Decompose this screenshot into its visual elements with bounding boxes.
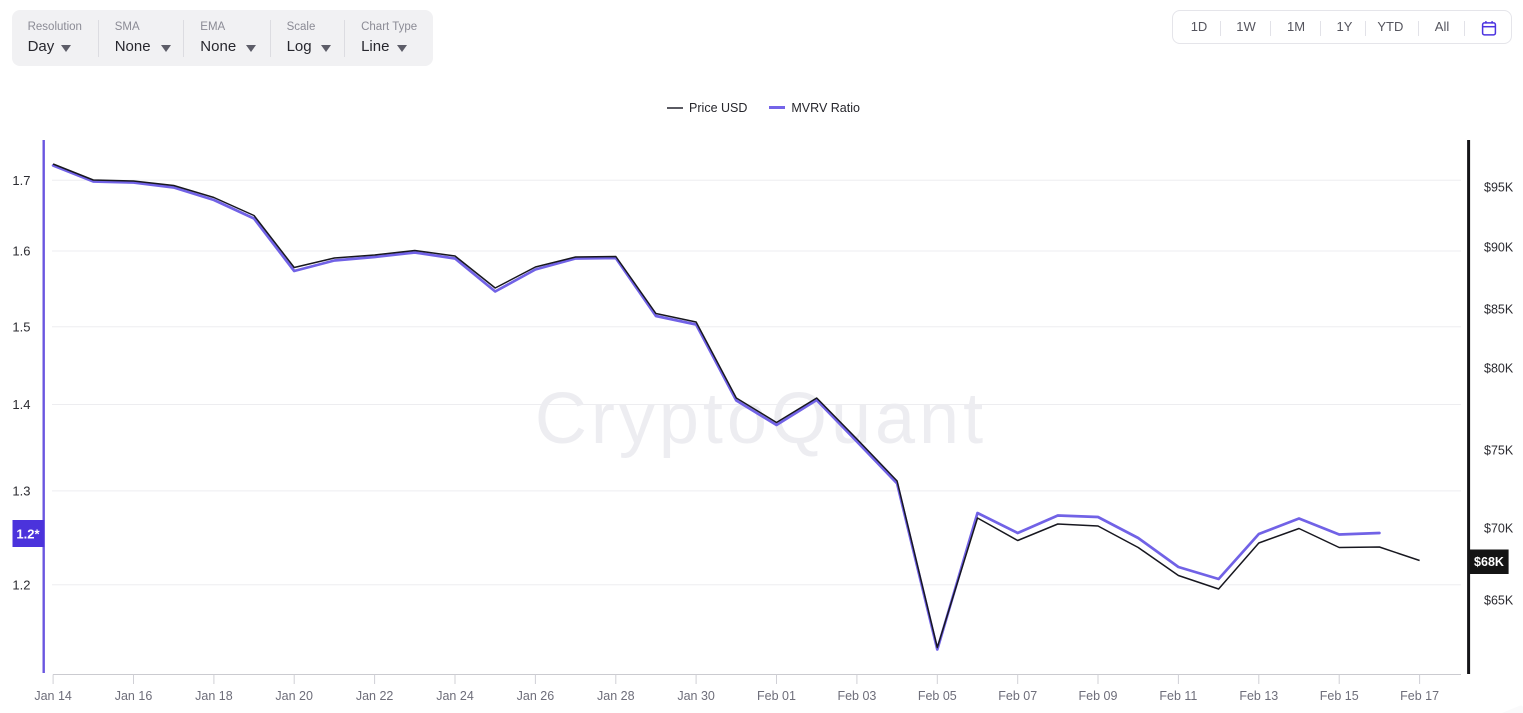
svg-text:Feb 05: Feb 05	[918, 689, 957, 703]
svg-text:1.3: 1.3	[12, 484, 30, 499]
svg-text:CryptoQuant: CryptoQuant	[535, 379, 987, 459]
svg-text:Jan 24: Jan 24	[436, 689, 474, 703]
svg-text:Jan 20: Jan 20	[275, 689, 313, 703]
svg-text:1.2*: 1.2*	[16, 527, 40, 542]
svg-text:Jan 22: Jan 22	[356, 689, 394, 703]
svg-text:Feb 15: Feb 15	[1320, 689, 1359, 703]
svg-text:1.6: 1.6	[12, 244, 30, 259]
svg-text:1.2: 1.2	[12, 577, 30, 592]
svg-text:Jan 28: Jan 28	[597, 689, 635, 703]
svg-text:Jan 26: Jan 26	[517, 689, 555, 703]
svg-text:Feb 01: Feb 01	[757, 689, 796, 703]
svg-text:$95K: $95K	[1484, 180, 1514, 194]
svg-text:$70K: $70K	[1484, 521, 1514, 535]
svg-text:Feb 11: Feb 11	[1159, 689, 1197, 703]
svg-text:Feb 09: Feb 09	[1079, 689, 1118, 703]
svg-text:Feb 13: Feb 13	[1239, 689, 1278, 703]
svg-text:Jan 16: Jan 16	[115, 689, 153, 703]
svg-text:Feb 07: Feb 07	[998, 689, 1037, 703]
svg-text:Jan 18: Jan 18	[195, 689, 233, 703]
svg-text:1.4: 1.4	[12, 397, 30, 412]
svg-text:$85K: $85K	[1484, 302, 1514, 316]
svg-text:$75K: $75K	[1484, 443, 1514, 457]
svg-text:Jan 30: Jan 30	[677, 689, 715, 703]
svg-text:$90K: $90K	[1484, 240, 1514, 254]
svg-text:Feb 17: Feb 17	[1400, 689, 1439, 703]
svg-text:1.7: 1.7	[12, 173, 30, 188]
svg-text:$65K: $65K	[1484, 593, 1514, 607]
svg-text:Feb 03: Feb 03	[837, 689, 876, 703]
svg-text:Jan 14: Jan 14	[34, 689, 72, 703]
svg-text:$68K: $68K	[1474, 555, 1504, 569]
svg-text:1.5: 1.5	[12, 319, 30, 334]
svg-text:$80K: $80K	[1484, 361, 1514, 375]
